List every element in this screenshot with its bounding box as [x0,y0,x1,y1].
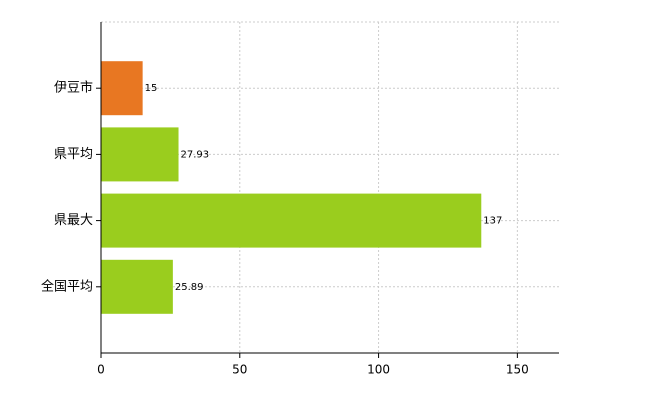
value-label: 137 [483,216,502,227]
value-label: 25.89 [175,282,204,293]
value-label: 15 [145,83,158,94]
y-tick-label: 全国平均 [41,278,93,294]
bar [101,127,179,182]
value-label: 27.93 [181,149,210,160]
y-tick-label: 県平均 [54,147,93,162]
x-tick-label: 150 [506,363,529,377]
y-tick-label: 県最大 [54,213,93,228]
bar [101,193,482,248]
x-tick-label: 50 [232,363,247,377]
x-tick-label: 0 [97,363,105,377]
x-tick-label: 100 [367,363,390,377]
bar [101,259,173,314]
y-tick-label: 伊豆市 [54,80,93,96]
bar [101,61,143,116]
